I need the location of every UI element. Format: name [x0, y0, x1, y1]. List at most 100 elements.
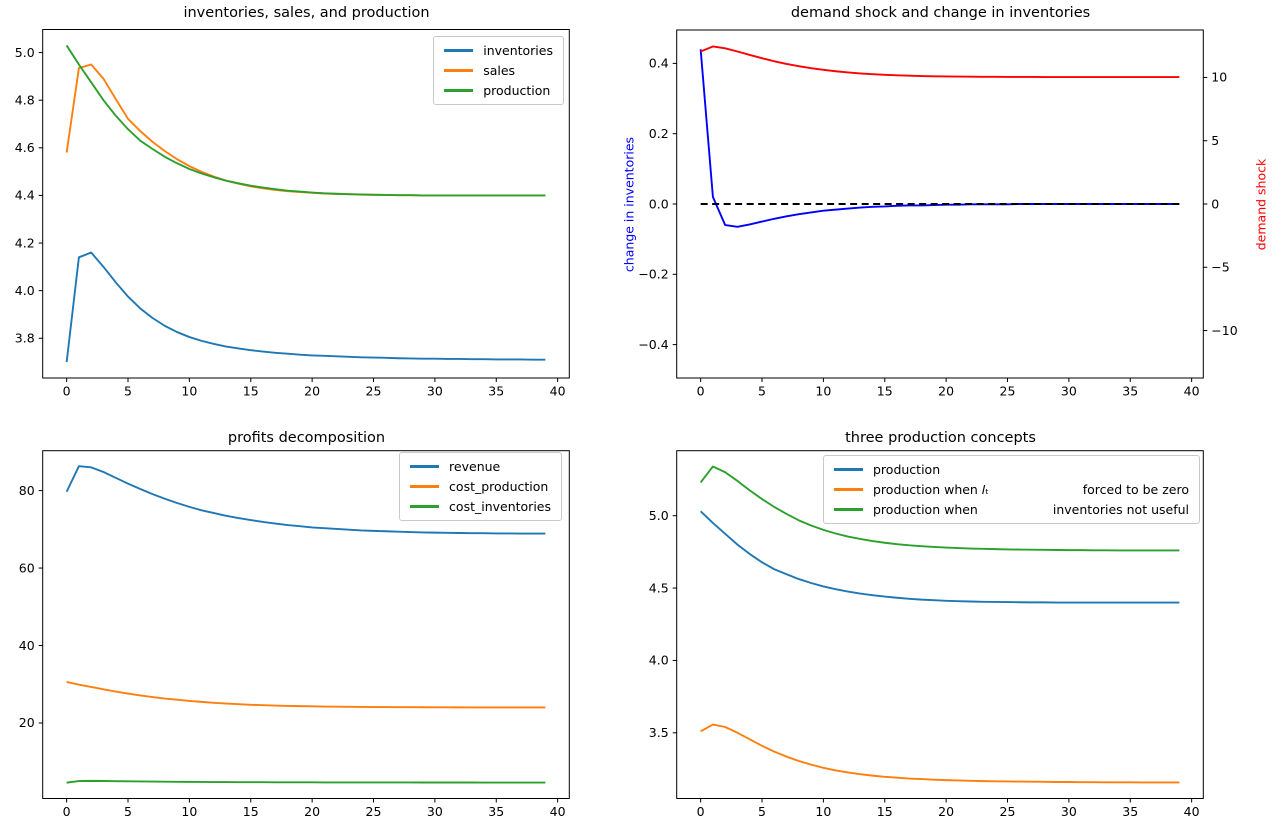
- series-production: [65, 44, 546, 197]
- legend-label: cost_inventories: [449, 499, 551, 514]
- subplot-title: profits decomposition: [227, 430, 386, 446]
- x-tick-label: 10: [815, 804, 831, 819]
- legend-line-swatch: [444, 49, 474, 52]
- y-tick-label: 5: [1211, 133, 1219, 148]
- y-tick-label: 40: [19, 638, 35, 653]
- legend-line-swatch: [410, 485, 440, 488]
- x-axis-ticks: 0 5 10 15 20 25 30 35 40: [63, 378, 566, 399]
- y-tick-label: 0.4: [649, 56, 669, 71]
- legend-line-swatch: [834, 508, 863, 511]
- x-tick-label: 20: [938, 804, 954, 819]
- legend-item: production: [444, 83, 553, 98]
- x-tick-label: 25: [1000, 804, 1016, 819]
- legend-label: revenue: [449, 459, 501, 474]
- legend-label: production: [483, 83, 551, 98]
- y-tick-label: −0.2: [638, 267, 668, 282]
- axes-frame: [676, 29, 1204, 379]
- x-tick-label: 0: [697, 804, 705, 819]
- y-axis-ticks-left: −0.4 −0.2 0.0 0.2 0.4: [638, 56, 677, 352]
- x-tick-label: 30: [427, 804, 443, 819]
- x-tick-label: 10: [181, 804, 197, 819]
- x-tick-label: 20: [304, 804, 320, 819]
- series-demand-shock: [700, 45, 1180, 79]
- x-tick-label: 40: [550, 804, 566, 819]
- legend: revenue cost_production cost_inventories: [399, 452, 562, 521]
- legend-item: production when 𝐼ₜ forced to be zero: [834, 482, 1189, 497]
- y-tick-label: −0.4: [638, 337, 668, 352]
- y-tick-label: 10: [1211, 70, 1227, 85]
- legend-line-swatch: [410, 505, 440, 508]
- x-tick-label: 35: [1122, 384, 1138, 399]
- subplot-three-production-concepts: three production concepts 0 5 10 15 20 25 30 35…: [636, 417, 1272, 834]
- x-tick-label: 10: [815, 384, 831, 399]
- legend-label: cost_production: [449, 479, 549, 494]
- legend-item: production: [834, 462, 1189, 477]
- y-tick-label: −5: [1211, 260, 1229, 275]
- series-revenue: [65, 465, 546, 535]
- legend-line-swatch: [834, 488, 863, 491]
- axes-frame: [676, 450, 1204, 799]
- x-tick-label: 5: [758, 804, 766, 819]
- x-axis-ticks: 0 5 10 15 20 25 30 35 40: [697, 798, 1200, 819]
- y-tick-label: 3.5: [649, 725, 669, 740]
- legend-label: production when: [873, 502, 978, 517]
- x-tick-label: 35: [488, 804, 504, 819]
- y-axis-label-left: change in inventories: [621, 136, 637, 273]
- legend-label: production when 𝐼ₜ: [873, 482, 989, 497]
- x-tick-label: 0: [63, 804, 71, 819]
- x-axis-ticks: 0 5 10 15 20 25 30 35 40: [697, 378, 1200, 399]
- x-tick-label: 15: [243, 804, 259, 819]
- y-tick-label: 5.0: [649, 508, 669, 523]
- legend-item: sales: [444, 63, 553, 78]
- series-cost-production: [66, 680, 546, 709]
- legend-item: cost_inventories: [410, 499, 551, 514]
- y-tick-label: 80: [19, 483, 35, 498]
- legend-label: production: [873, 462, 941, 477]
- plot-area: 0 5 10 15 20 25 30 35 40 3.8 4.0 4.2 4.4 4.6 4.8 5.0: [15, 29, 570, 399]
- legend-line-swatch: [834, 468, 863, 471]
- x-tick-label: 20: [938, 384, 954, 399]
- y-axis-ticks-left: 3.5 4.0 4.5 5.0: [649, 508, 677, 740]
- y-axis-ticks-left: 20 40 60 80: [19, 483, 43, 730]
- y-tick-label: −10: [1211, 323, 1237, 338]
- x-tick-label: 25: [366, 804, 382, 819]
- legend-item: production when inventories not useful: [834, 502, 1189, 517]
- x-tick-label: 40: [550, 384, 566, 399]
- legend-line-swatch: [410, 465, 440, 468]
- y-axis-ticks-left: 3.8 4.0 4.2 4.4 4.6 4.8 5.0: [15, 45, 43, 345]
- x-tick-label: 10: [181, 384, 197, 399]
- legend-label-right: inventories not useful: [1052, 502, 1189, 517]
- legend: production production when 𝐼ₜ forced to be…: [823, 455, 1200, 524]
- series-inventories: [65, 251, 546, 363]
- y-tick-label: 4.5: [649, 580, 669, 595]
- plot-area: 0 5 10 15 20 25 30 35 40 20 40 60 80: [19, 450, 570, 819]
- y-tick-label: 0.0: [649, 196, 669, 211]
- legend-label: inventories: [483, 43, 553, 58]
- x-tick-label: 5: [124, 384, 132, 399]
- x-tick-label: 30: [1061, 804, 1077, 819]
- y-axis-ticks-right: −10 −5 0 5 10: [1203, 70, 1238, 338]
- y-tick-label: 4.2: [15, 235, 35, 250]
- x-tick-label: 15: [877, 384, 893, 399]
- y-tick-label: 5.0: [15, 45, 35, 60]
- series-production-when-inventories-not-useful: [699, 465, 1180, 552]
- series-change-in-inventories: [699, 49, 1180, 228]
- y-tick-label: 60: [19, 560, 35, 575]
- x-tick-label: 15: [877, 804, 893, 819]
- subplot-title: demand shock and change in inventories: [790, 5, 1091, 21]
- x-tick-label: 40: [1184, 384, 1200, 399]
- x-tick-label: 5: [124, 804, 132, 819]
- x-tick-label: 35: [1122, 804, 1138, 819]
- axes-frame: [42, 450, 570, 799]
- series-production: [699, 510, 1180, 604]
- x-tick-label: 25: [1000, 384, 1016, 399]
- subplot-title: three production concepts: [845, 430, 1036, 446]
- x-tick-label: 5: [758, 384, 766, 399]
- subplot-demand-shock-change-inventories: demand shock and change in inventories c…: [622, 0, 1272, 417]
- x-tick-label: 0: [63, 384, 71, 399]
- subplot-title: inventories, sales, and production: [183, 5, 430, 21]
- x-tick-label: 15: [243, 384, 259, 399]
- legend-item: revenue: [410, 459, 551, 474]
- legend-item: cost_production: [410, 479, 551, 494]
